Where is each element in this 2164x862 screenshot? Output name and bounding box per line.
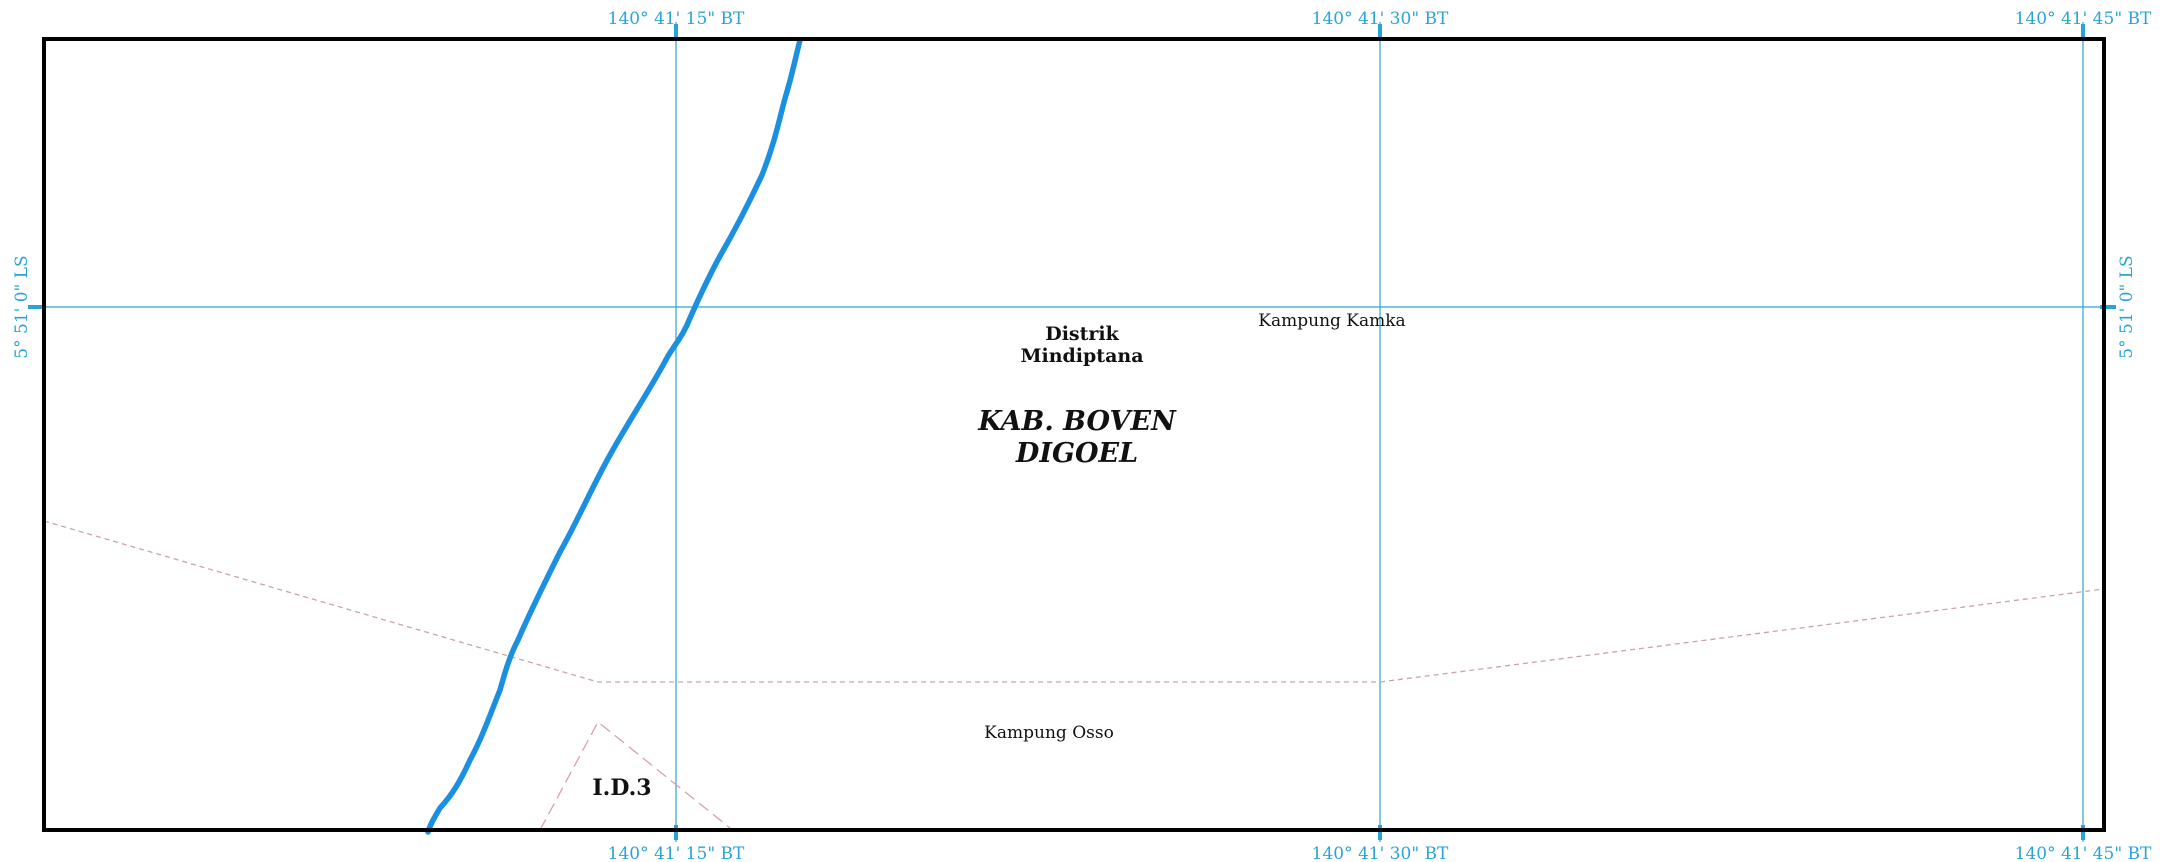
boundary-code-label: I.D.3 (592, 775, 651, 801)
map-frame (42, 37, 2106, 832)
lon-label-bottom-1: 140° 41' 15" BT (608, 844, 745, 862)
coordinate-labels: 140° 41' 15" BT 140° 41' 30" BT 140° 41'… (12, 9, 2152, 862)
lat-label-left: 5° 51' 0" LS (12, 255, 32, 358)
district-boundary (43, 520, 2105, 683)
lon-label-top-2: 140° 41' 30" BT (1312, 9, 1449, 29)
river (425, 37, 803, 835)
village-label-kamka: Kampung Kamka (1258, 311, 1405, 331)
regency-label-line2: DIGOEL (1015, 438, 1138, 469)
admin-boundaries (43, 520, 2105, 831)
village-boundary (539, 721, 731, 831)
lon-label-top-1: 140° 41' 15" BT (608, 9, 745, 29)
regency-label-line1: KAB. BOVEN (977, 406, 1177, 437)
lat-label-right: 5° 51' 0" LS (2117, 255, 2137, 358)
graticule (28, 22, 2112, 842)
lon-label-bottom-2: 140° 41' 30" BT (1312, 844, 1449, 862)
lon-label-top-3: 140° 41' 45" BT (2015, 9, 2152, 29)
district-label-line1: Distrik (1045, 323, 1119, 345)
lon-label-bottom-3: 140° 41' 45" BT (2015, 844, 2152, 862)
place-labels: Distrik Mindiptana KAB. BOVEN DIGOEL Kam… (592, 311, 1405, 801)
village-label-osso: Kampung Osso (984, 723, 1114, 743)
district-label-line2: Mindiptana (1020, 345, 1143, 367)
